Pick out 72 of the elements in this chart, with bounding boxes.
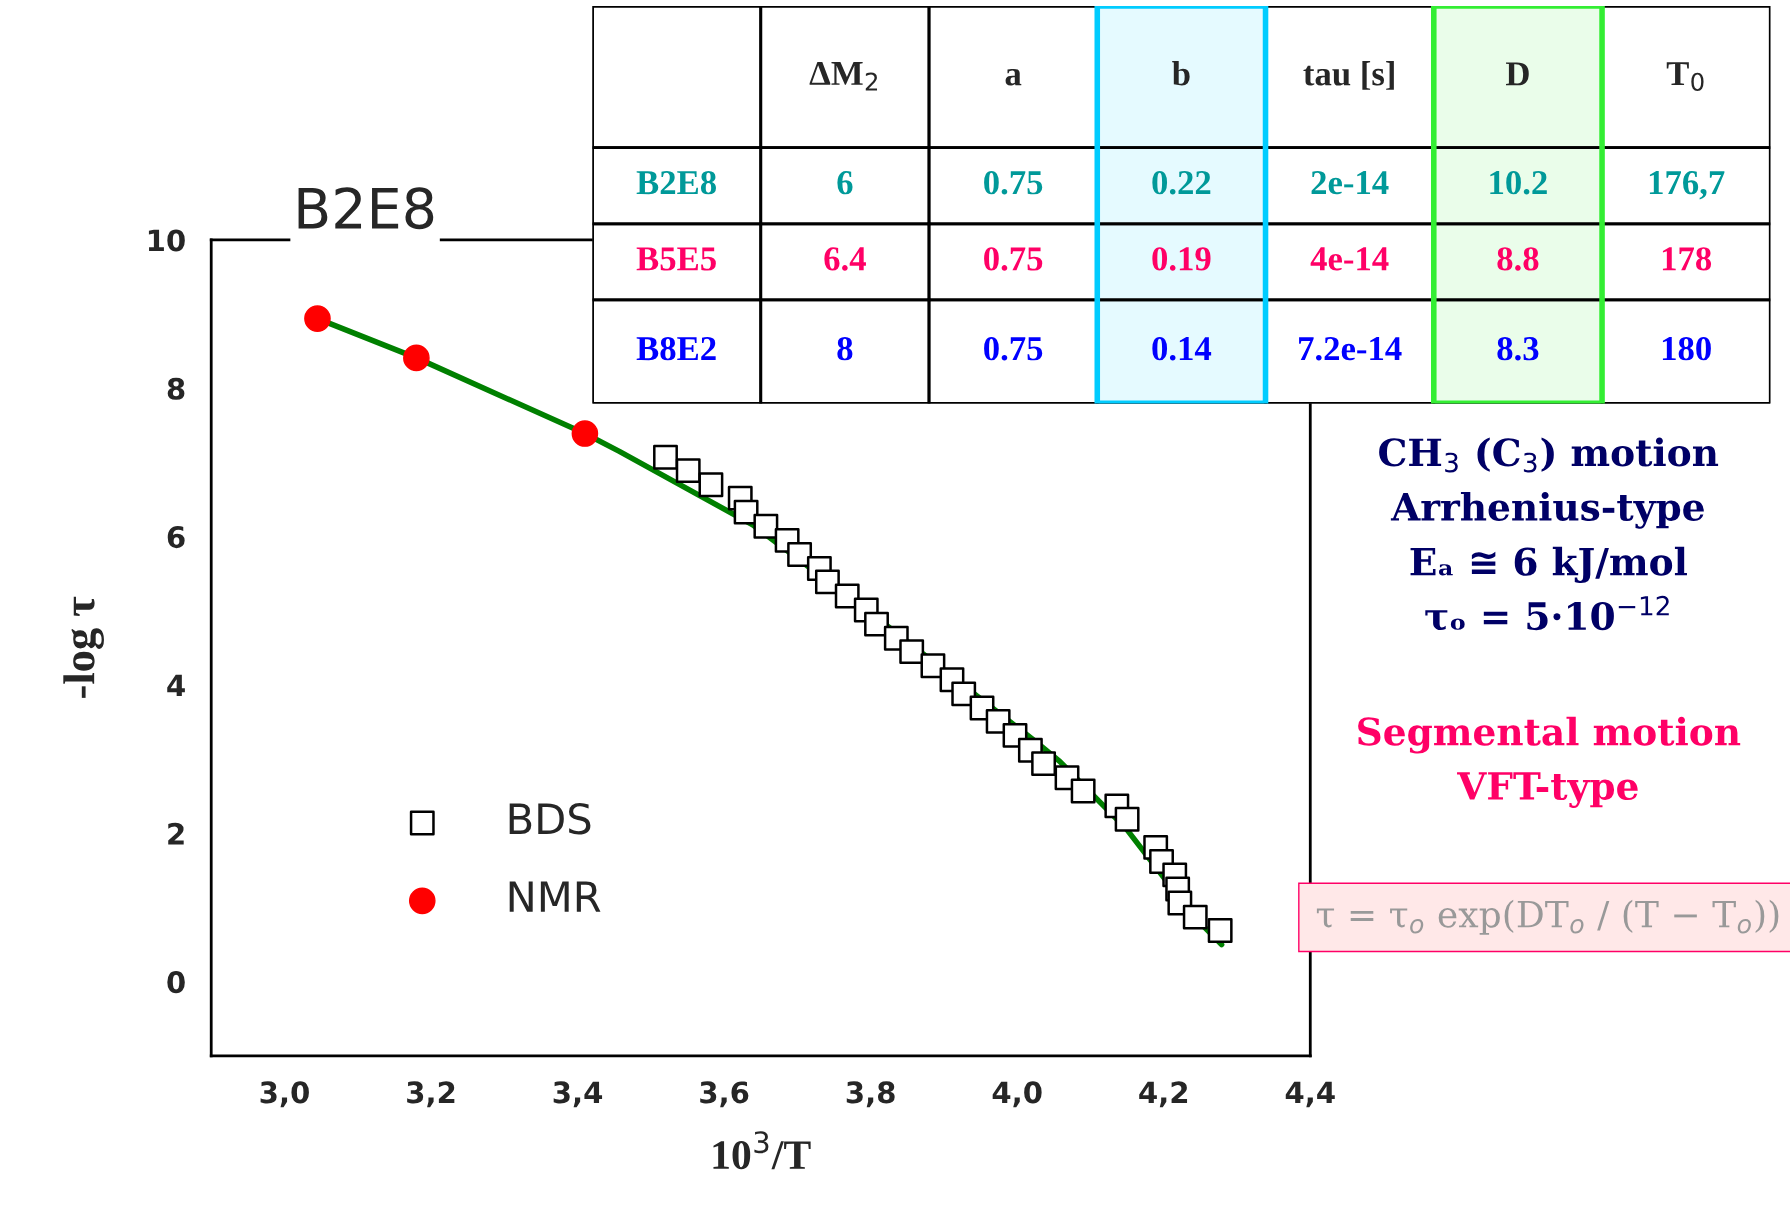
text: 6 [837,171,853,195]
text: 8 [837,336,853,361]
chart-title: B2E8 [298,187,434,230]
y-tick-label: 10 [148,229,185,252]
x-tick-label: 3,4 [553,1081,603,1108]
text: Eₐ ≅ 6 kJ/mol [1410,546,1687,584]
category-label: D [1505,62,1529,86]
point [814,569,840,595]
category-label: b [1172,61,1190,86]
category-label: tau [s] [1303,61,1394,90]
text: 6.4 [824,247,866,271]
text: 10.2 [1490,170,1547,195]
text: 8.8 [1497,247,1539,271]
point [304,305,331,332]
category-label: B2E8 [636,170,716,195]
category-label: B8E2 [636,336,716,361]
point [698,472,724,498]
text: 8.3 [1497,336,1539,361]
text: 0.14 [1152,336,1212,361]
x-tick-label: 4,0 [992,1081,1042,1108]
point [1182,904,1208,930]
text: 0.75 [984,170,1043,195]
point [753,513,779,539]
y-tick-label: 6 [167,526,185,549]
text: CH$_{3}$ (C$_{3}$) motion [1379,437,1719,473]
point [1031,751,1057,777]
text: τₒ = 5·10$^{−12}$ [1425,595,1669,631]
point [675,458,701,484]
x-tick-label: 3,8 [846,1081,895,1108]
text: 0.19 [1152,247,1211,271]
point [571,420,599,447]
point [787,542,813,567]
category-label: B5E5 [636,247,716,271]
category-label: a [1005,68,1022,86]
y-tick-label: 0 [167,971,185,994]
x-tick-label: 3,2 [407,1081,455,1108]
legend-label: NMR [509,881,601,912]
legend-label: BDS [509,803,591,835]
text: 176,7 [1649,171,1725,200]
point [864,611,889,637]
point [920,653,946,679]
text: 7.2e-14 [1299,337,1402,361]
text: 178 [1662,247,1712,271]
point [653,444,678,470]
text: 2e-14 [1311,171,1389,195]
text: τ = τ$_{o}$ exp(DT$_{o}$ / (T − T$_{o}$)) [1316,899,1779,935]
point [1070,778,1096,804]
text: VFT-type [1457,772,1638,808]
text: Arrhenius-type [1390,491,1704,529]
point [899,639,925,665]
y-tick-label: 2 [168,822,184,845]
x-tick-label: 3,6 [700,1081,749,1108]
y-axis-title: -log τ [63,596,104,698]
text: 0.75 [984,247,1043,271]
text: 4e-14 [1310,247,1389,271]
category-label: T$_{0}$ [1666,62,1704,92]
point [1207,918,1233,943]
x-axis-title: 10$^{3}$/T [713,1131,811,1170]
text: Segmental motion [1358,716,1741,754]
point [403,344,430,372]
x-tick-label: 4,4 [1285,1081,1335,1108]
category-label: ΔM$_{2}$ [809,61,878,91]
y-tick-label: 8 [167,377,185,400]
text: 180 [1662,336,1711,361]
point [733,499,759,525]
point [951,681,977,707]
point [1114,806,1140,832]
y-tick-label: 4 [167,674,185,697]
text: 0.22 [1152,170,1211,195]
text: 0.75 [984,336,1043,361]
x-tick-label: 4,2 [1139,1081,1188,1108]
x-tick-label: 3,0 [260,1081,309,1108]
